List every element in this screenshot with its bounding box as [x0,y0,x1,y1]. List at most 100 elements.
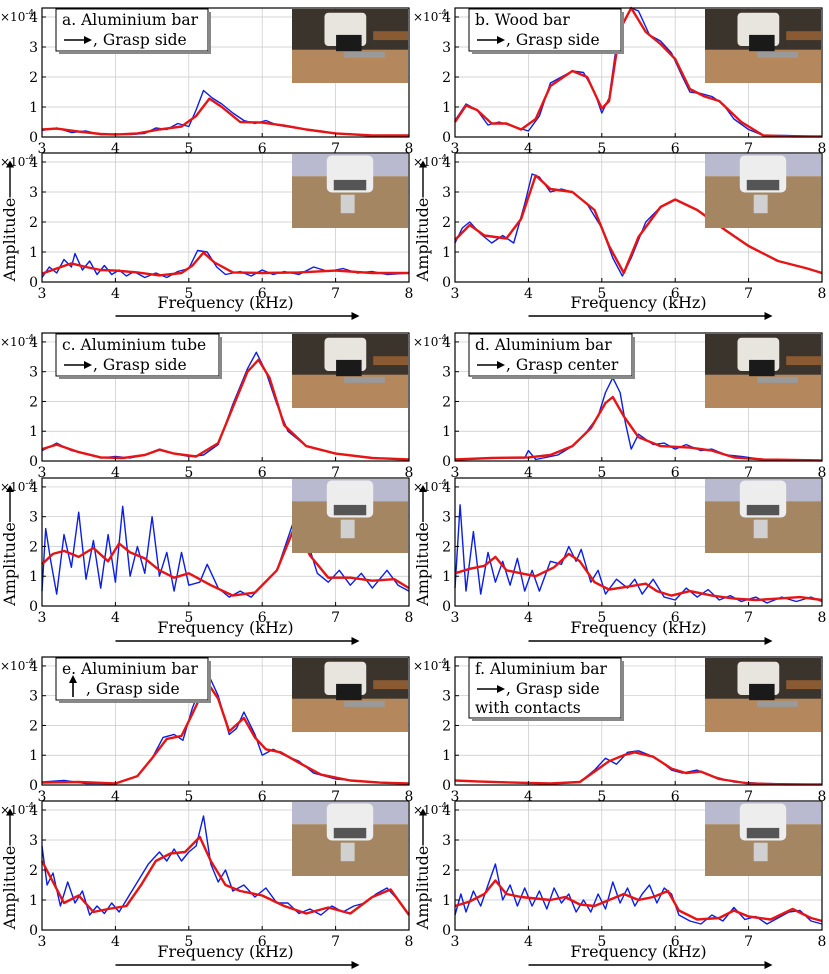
object-bar [340,194,355,214]
ytick-label: 3 [29,365,38,381]
title-box-shadow [59,700,211,703]
gripper-fingers [333,179,367,191]
ytick-label: 3 [442,833,451,849]
ytick-label: 4 [442,335,451,351]
object-bar [753,194,768,214]
xtick-label: 5 [184,934,193,950]
y-axis-arrowhead-icon [6,808,14,816]
title-box-shadow [208,661,211,703]
object-bar [753,519,768,539]
smoothed-series-line [41,97,409,137]
xtick-label: 7 [744,789,753,805]
wood-rail [786,680,821,690]
title-box-shadow [472,51,624,54]
axes-frame [454,332,823,462]
raw-series-line [41,815,410,916]
raw-series-line [41,249,410,279]
y-axis-arrowhead-icon [419,808,427,816]
xtick-label: 5 [597,610,606,626]
wood-rail [786,31,821,41]
panel-title: e. Aluminium bar [62,660,199,678]
photo-inset [705,802,821,876]
xtick-label: 8 [818,465,827,481]
xtick-label: 8 [818,286,827,302]
title-box: d. Aluminium bar , Grasp center [468,333,635,379]
xtick-label: 8 [405,934,414,950]
x-axis-arrowhead-icon [764,961,773,969]
ytick-label: 0 [442,454,451,470]
photo-inset [292,9,408,83]
y-axis-label: Amplitude [413,846,432,931]
ytick-label: 2 [29,539,38,555]
xtick-label: 8 [405,286,414,302]
panel-subtitle: , Grasp side [506,680,600,698]
xtick-label: 7 [744,610,753,626]
y-axis-label: Amplitude [0,846,19,931]
ytick-label: 4 [29,10,38,26]
ytick-label: 2 [442,718,451,734]
gripper-fingers [336,683,362,701]
xtick-label: 6 [671,465,680,481]
xtick-label: 5 [184,789,193,805]
y-axis-label-group: Amplitude [0,808,19,931]
panel-subtitle-line3: with contacts [475,699,581,717]
gripper-fingers [333,504,367,516]
y-axis-label: Amplitude [413,522,432,607]
ytick-label: 2 [442,215,451,231]
ytick-label: 4 [29,480,38,496]
axes-frame [454,152,823,283]
ytick-label: 2 [29,394,38,410]
gripper-fingers [336,34,362,52]
ytick-label: 4 [29,155,38,171]
exponent-sup: -4 [25,334,34,344]
y-axis-arrowhead-icon [6,485,14,492]
ytick-label: 4 [442,803,451,819]
xtick-label: 3 [451,286,460,302]
ytick-label: 0 [29,275,38,291]
exponent-sup: -4 [438,9,447,19]
ytick-label: 1 [29,569,38,585]
xtick-label: 5 [597,465,606,481]
xtick-label: 6 [258,141,267,157]
xtick-label: 6 [671,934,680,950]
xtick-label: 4 [111,286,120,302]
xtick-label: 7 [744,141,753,157]
axes-frame [454,7,823,138]
ytick-label: 3 [442,185,451,201]
title-box-frame [468,333,633,377]
smoothed-series-line [454,174,823,275]
ytick-label: 4 [442,480,451,496]
arrowhead-icon [84,361,92,369]
y-axis-label-group: Amplitude [413,160,432,282]
xtick-label: 8 [405,465,414,481]
exponent-sup: -4 [25,658,34,668]
title-box-shadow [472,718,624,721]
title-box-shadow [621,661,624,721]
ytick-label: 2 [442,539,451,555]
panel-title: f. Aluminium bar [475,660,608,678]
ytick-label: 1 [442,569,451,585]
xtick-label: 6 [671,610,680,626]
object-bar [344,51,385,58]
ytick-label: 0 [29,130,38,146]
title-box-shadow [59,51,211,54]
xtick-label: 3 [451,465,460,481]
ytick-label: 4 [442,10,451,26]
ytick-label: 3 [29,689,38,705]
ytick-label: 0 [29,454,38,470]
title-box-frame [55,8,209,52]
object-bar [757,376,798,383]
raw-series-line [454,377,823,462]
xtick-label: 8 [405,789,414,805]
xtick-label: 4 [111,465,120,481]
smoothed-series-line [454,879,823,923]
object-bar [344,376,385,383]
xtick-label: 5 [597,141,606,157]
photo-inset [705,479,821,553]
xtick-label: 6 [671,286,680,302]
